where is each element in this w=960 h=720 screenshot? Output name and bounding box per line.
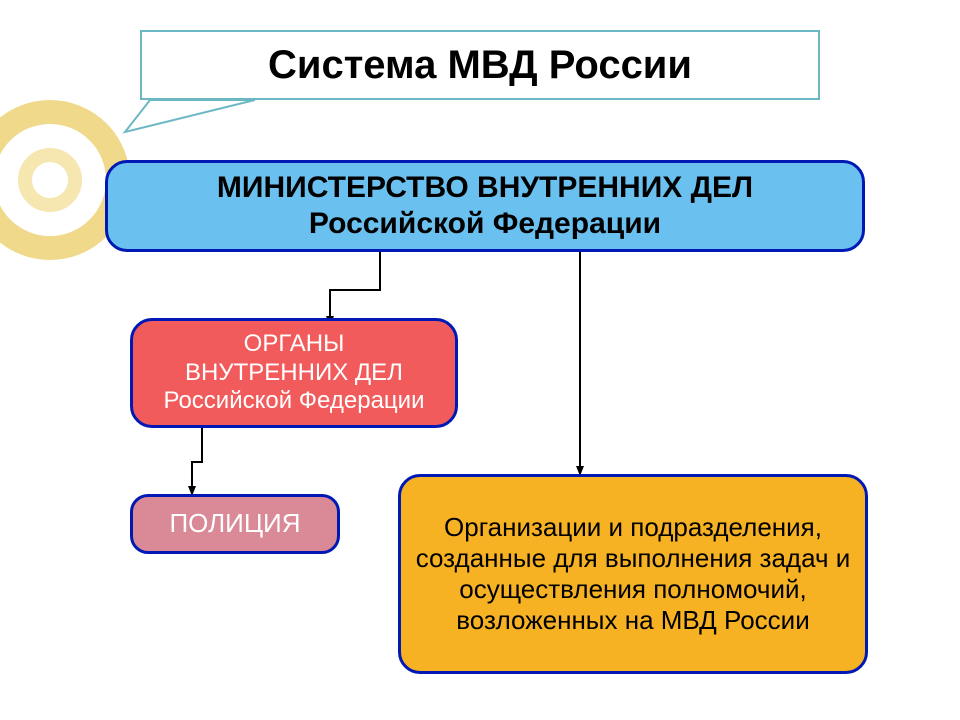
ministry-line2: Российской Федерации	[309, 207, 661, 240]
node-ministry-text: МИНИСТЕРСТВО ВНУТРЕННИХ ДЕЛ Российской Ф…	[217, 170, 753, 242]
node-police: ПОЛИЦИЯ	[130, 494, 340, 554]
orgs-text: Организации и подразделения, созданные д…	[415, 512, 851, 637]
connector-0	[330, 252, 380, 324]
node-organs: ОРГАНЫ ВНУТРЕННИХ ДЕЛ Российской Федерац…	[130, 318, 458, 428]
node-orgs: Организации и подразделения, созданные д…	[398, 474, 868, 674]
connector-2	[192, 428, 202, 494]
decor-ring-inner	[18, 148, 82, 212]
title-box: Система МВД России	[140, 30, 820, 100]
title-callout-tail	[125, 100, 255, 132]
ministry-line1: МИНИСТЕРСТВО ВНУТРЕННИХ ДЕЛ	[217, 171, 753, 204]
node-organs-text: ОРГАНЫ ВНУТРЕННИХ ДЕЛ Российской Федерац…	[164, 330, 425, 416]
node-ministry: МИНИСТЕРСТВО ВНУТРЕННИХ ДЕЛ Российской Ф…	[105, 160, 865, 252]
organs-line3: Российской Федерации	[164, 387, 425, 414]
organs-line1: ОРГАНЫ	[244, 330, 345, 357]
slide: Система МВД России МИНИСТЕРСТВО ВНУТРЕНН…	[0, 0, 960, 720]
organs-line2: ВНУТРЕННИХ ДЕЛ	[185, 359, 403, 386]
title-text: Система МВД России	[268, 41, 692, 89]
police-text: ПОЛИЦИЯ	[169, 508, 300, 539]
